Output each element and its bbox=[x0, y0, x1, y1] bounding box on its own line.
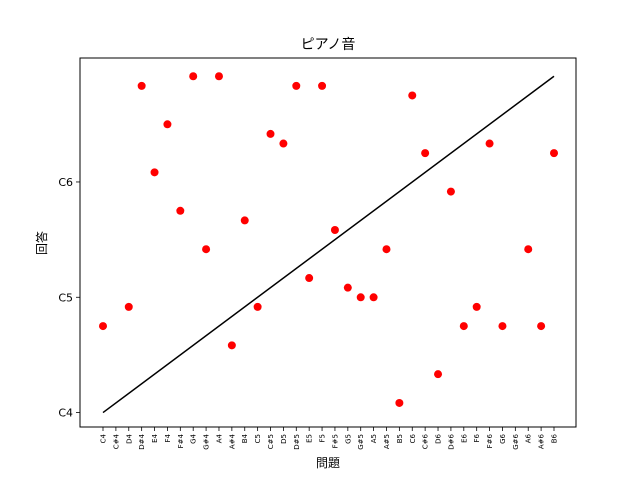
data-point bbox=[137, 81, 146, 90]
reference-line bbox=[102, 75, 555, 414]
x-axis-label: 問題 bbox=[316, 456, 340, 470]
x-tick-label: C5 bbox=[254, 434, 262, 443]
x-tick-label: G6 bbox=[499, 433, 507, 443]
x-tick-label: A#6 bbox=[538, 433, 546, 449]
data-point bbox=[150, 168, 159, 177]
data-point bbox=[214, 72, 223, 81]
data-point bbox=[189, 72, 198, 81]
data-point bbox=[176, 206, 185, 215]
x-tick-label: D#4 bbox=[138, 433, 146, 449]
data-point bbox=[395, 398, 404, 407]
data-point bbox=[202, 245, 211, 254]
x-tick-label: C#6 bbox=[422, 433, 430, 449]
data-point bbox=[227, 341, 236, 350]
x-tick-label: C#5 bbox=[267, 434, 275, 449]
x-tick-label: F5 bbox=[319, 434, 327, 442]
data-point bbox=[485, 139, 494, 148]
data-point bbox=[343, 283, 352, 292]
x-tick-label: F6 bbox=[473, 433, 481, 442]
y-axis: C4 C5 C6 bbox=[58, 176, 80, 420]
x-tick-label: C4 bbox=[100, 433, 108, 443]
x-tick-label: B6 bbox=[551, 433, 559, 443]
data-point bbox=[124, 302, 133, 311]
data-point bbox=[498, 322, 507, 331]
data-point bbox=[279, 139, 288, 148]
chart-title: ピアノ音 bbox=[301, 36, 356, 53]
x-tick-label: E6 bbox=[460, 433, 468, 442]
x-tick-label: F#6 bbox=[486, 433, 494, 448]
y-tick-label: C6 bbox=[58, 176, 73, 189]
data-point bbox=[356, 293, 365, 302]
x-tick-label: G#6 bbox=[512, 433, 520, 449]
data-point bbox=[459, 322, 468, 331]
x-tick-label: A5 bbox=[370, 434, 378, 443]
data-point bbox=[382, 245, 391, 254]
data-point bbox=[99, 322, 107, 331]
x-tick-label: F#5 bbox=[331, 434, 339, 448]
x-tick-label: G5 bbox=[344, 434, 352, 444]
x-tick-label: A6 bbox=[525, 433, 533, 443]
y-axis-label: 回答 bbox=[34, 231, 49, 255]
plot-area bbox=[99, 72, 558, 414]
x-tick-label: G#5 bbox=[357, 434, 365, 450]
x-tick-label: A4 bbox=[215, 433, 223, 443]
data-point bbox=[253, 302, 262, 311]
x-tick-label: B5 bbox=[396, 434, 404, 443]
data-point bbox=[446, 187, 455, 196]
data-point bbox=[550, 149, 558, 158]
plot-frame bbox=[79, 57, 577, 428]
x-tick-label: G#4 bbox=[203, 433, 211, 449]
data-point bbox=[266, 129, 275, 138]
data-point bbox=[292, 81, 301, 90]
x-tick-label: C#4 bbox=[112, 433, 120, 449]
data-point bbox=[369, 293, 378, 302]
x-tick-label: D6 bbox=[435, 433, 443, 443]
x-tick-label: F4 bbox=[164, 433, 172, 442]
x-tick-label: D#5 bbox=[293, 434, 301, 450]
data-point bbox=[421, 149, 430, 158]
y-tick-label: C4 bbox=[58, 407, 73, 420]
data-point bbox=[305, 274, 314, 283]
x-tick-label: B4 bbox=[241, 433, 249, 443]
data-point bbox=[240, 216, 249, 225]
data-point bbox=[330, 226, 339, 235]
x-tick-label: E5 bbox=[306, 434, 314, 443]
x-tick-label: C6 bbox=[409, 433, 417, 443]
x-tick-label: G4 bbox=[190, 433, 198, 443]
x-tick-label: F#4 bbox=[177, 433, 185, 448]
data-point bbox=[472, 302, 481, 311]
data-point bbox=[318, 81, 327, 90]
x-tick-label: E4 bbox=[151, 433, 159, 442]
data-point bbox=[537, 322, 546, 331]
x-tick-label: A#4 bbox=[228, 433, 236, 449]
data-point bbox=[163, 120, 172, 129]
x-axis: C4 C#4 D4 D#4 E4 F4 F#4 G4 G#4 A4 A#4 B4 C5 C#5 D5 D#5 E… bbox=[100, 427, 559, 450]
x-tick-label: D#6 bbox=[447, 433, 455, 449]
data-point bbox=[408, 91, 417, 100]
data-point bbox=[524, 245, 533, 254]
x-tick-label: A#5 bbox=[383, 434, 391, 449]
x-tick-label: D4 bbox=[125, 433, 133, 443]
data-point bbox=[434, 370, 443, 379]
x-tick-label: D5 bbox=[280, 434, 288, 444]
y-tick-label: C5 bbox=[58, 291, 73, 304]
